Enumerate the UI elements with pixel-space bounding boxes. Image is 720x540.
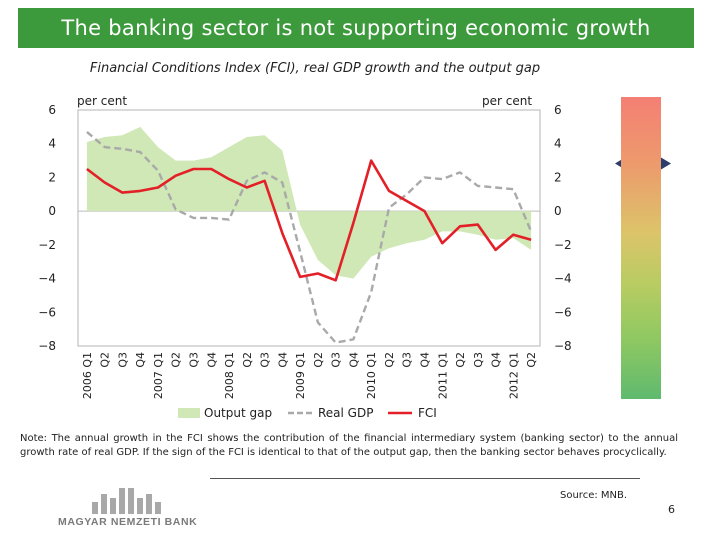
right-axis-unit: per cent [482,94,533,108]
source-text: Source: MNB. [560,490,628,501]
y-tick-label-right: −6 [554,305,572,319]
x-tick-label: Q2 [99,352,112,368]
legend-label-fci: FCI [418,406,437,420]
x-tick-label: Q3 [330,352,343,368]
y-tick-label-left: 4 [48,137,56,151]
x-tick-label: Q3 [188,352,201,368]
legend-swatch-output-gap [178,408,200,418]
x-tick-label: 2008 Q1 [223,352,236,399]
y-tick-label-left: 0 [48,204,56,218]
y-tick-label-right: 6 [554,103,562,117]
y-tick-label-right: −8 [554,339,572,353]
y-tick-label-left: −2 [38,238,56,252]
footnote: Note: The annual growth in the FCI shows… [20,433,678,458]
y-tick-label-left: −6 [38,305,56,319]
left-axis-unit: per cent [77,94,128,108]
y-tick-label-left: −4 [38,272,56,286]
series-line-real-gdp [86,130,533,344]
x-tick-label: Q4 [490,352,503,368]
logo-text: MAGYAR NEMZETI BANK [58,516,198,528]
x-tick-label: Q4 [419,352,432,368]
x-tick-label: Q4 [276,352,289,368]
series-line-fci [86,159,532,282]
y-tick-label-right: −2 [554,238,572,252]
x-tick-label: Q3 [472,352,485,368]
page-title: The banking sector is not supporting eco… [18,8,694,48]
chart-title: Financial Conditions Index (FCI), real G… [89,61,541,76]
y-tick-label-right: 2 [554,170,562,184]
legend-label-output-gap: Output gap [204,406,272,420]
page-number: 6 [668,503,675,516]
x-tick-label: Q2 [454,352,467,368]
indicator-arrow-right-icon [661,157,671,170]
y-tick-label-left: −8 [38,339,56,353]
x-tick-label: 2009 Q1 [294,352,307,399]
mnb-logo-icon [92,488,161,514]
x-tick-label: Q2 [312,352,325,368]
x-tick-label: 2006 Q1 [81,352,94,399]
y-tick-label-left: 2 [48,170,56,184]
divider [210,478,640,479]
x-tick-label: Q4 [347,352,360,368]
x-tick-label: 2012 Q1 [507,352,520,399]
x-tick-label: Q2 [170,352,183,368]
x-tick-label: Q3 [259,352,272,368]
y-tick-label-right: 0 [554,204,562,218]
x-tick-label: 2007 Q1 [152,352,165,399]
x-tick-label: 2011 Q1 [436,352,449,399]
x-tick-label: Q2 [525,352,538,368]
x-tick-label: Q4 [134,352,147,368]
plot-frame [77,109,541,347]
x-tick-label: Q3 [116,352,129,368]
legend-label-real-gdp: Real GDP [318,406,373,420]
x-tick-label: Q3 [401,352,414,368]
traffic-light-gradient-bar [621,97,661,399]
series-area-output-gap [86,126,532,279]
x-tick-label: 2010 Q1 [365,352,378,399]
x-tick-label: Q4 [205,352,218,368]
x-tick-label: Q2 [241,352,254,368]
y-tick-label-left: 6 [48,103,56,117]
y-tick-label-right: 4 [554,137,562,151]
x-tick-label: Q2 [383,352,396,368]
y-tick-label-right: −4 [554,272,572,286]
